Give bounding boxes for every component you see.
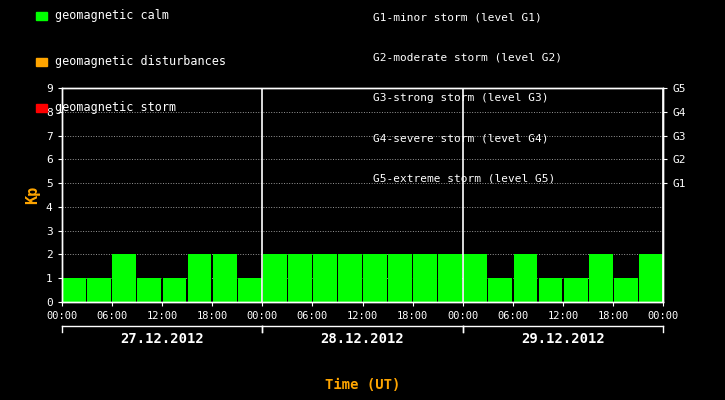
Text: G3-strong storm (level G3): G3-strong storm (level G3) [373,93,549,103]
Text: G4-severe storm (level G4): G4-severe storm (level G4) [373,133,549,143]
Text: 27.12.2012: 27.12.2012 [120,332,204,346]
Bar [539,278,563,302]
Bar [188,254,212,302]
Bar [288,254,312,302]
Bar [639,254,663,302]
Bar [263,254,286,302]
Bar [589,254,613,302]
Bar [338,254,362,302]
Bar [363,254,387,302]
Bar [513,254,537,302]
Bar [463,254,487,302]
Bar [439,254,462,302]
Text: G2-moderate storm (level G2): G2-moderate storm (level G2) [373,53,563,63]
Bar [489,278,513,302]
Bar [212,254,236,302]
Bar [388,254,412,302]
Text: geomagnetic storm: geomagnetic storm [54,102,175,114]
Text: G5-extreme storm (level G5): G5-extreme storm (level G5) [373,173,555,183]
Bar [238,278,262,302]
Y-axis label: Kp: Kp [25,186,41,204]
Text: Time (UT): Time (UT) [325,378,400,392]
Bar [313,254,337,302]
Bar [162,278,186,302]
Bar [138,278,161,302]
Text: geomagnetic disturbances: geomagnetic disturbances [54,56,225,68]
Bar [564,278,587,302]
Bar [87,278,111,302]
Text: 28.12.2012: 28.12.2012 [320,332,405,346]
Bar [62,278,86,302]
Bar [614,278,638,302]
Bar [413,254,437,302]
Text: geomagnetic calm: geomagnetic calm [54,10,169,22]
Text: G1-minor storm (level G1): G1-minor storm (level G1) [373,13,542,23]
Text: 29.12.2012: 29.12.2012 [521,332,605,346]
Bar [112,254,136,302]
